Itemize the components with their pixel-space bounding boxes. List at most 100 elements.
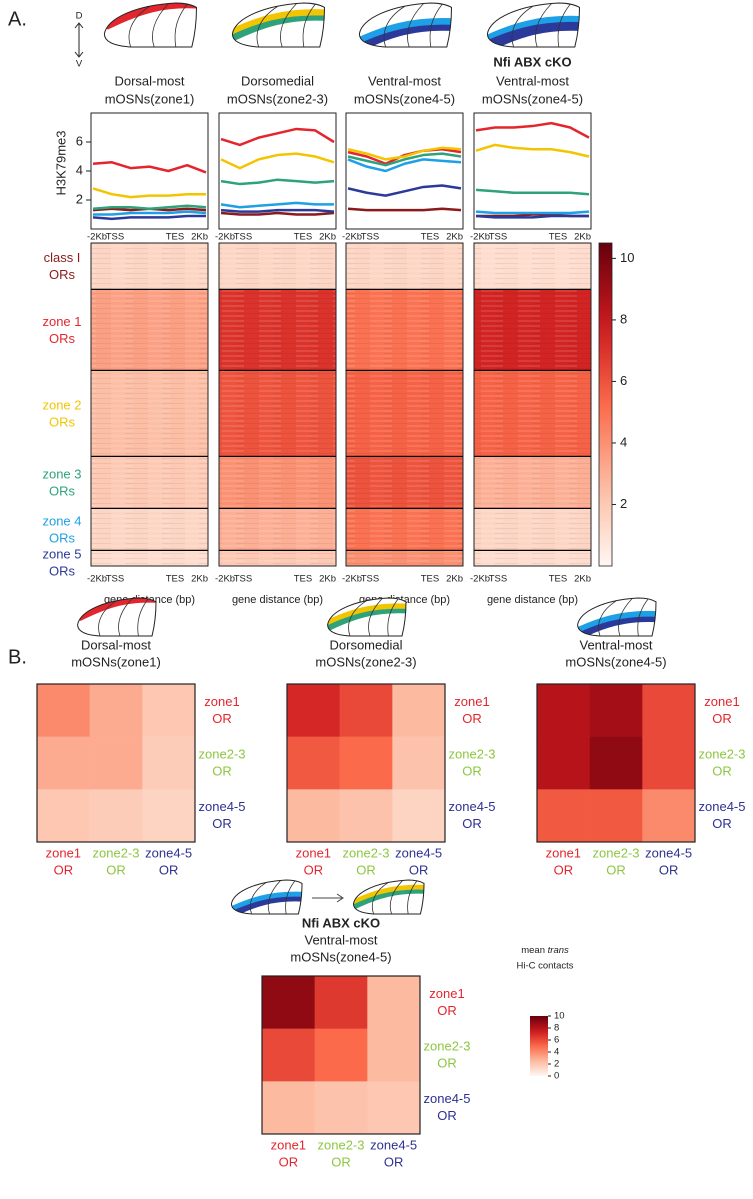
heatmap-frame <box>90 242 209 567</box>
y-tick-label: 2 <box>76 191 83 206</box>
map-title: mOSNs(zone1) <box>71 654 161 669</box>
col-label: zone2-3 <box>93 845 140 860</box>
col-label: OR <box>159 862 179 877</box>
profile-x-tick-label: TES <box>294 232 312 243</box>
row-label: OR <box>437 1108 457 1123</box>
heatmap-texture <box>346 290 463 371</box>
contact-cell <box>642 684 696 737</box>
profile-line <box>347 146 462 161</box>
map-title: Nfi ABX cKO <box>302 915 380 930</box>
map-frame <box>286 683 446 843</box>
cartoon-division <box>99 601 116 636</box>
profile-x-tick-label: 2Kb <box>319 232 336 243</box>
cartoon-outline <box>487 3 579 47</box>
profile-line <box>220 152 335 170</box>
heatmap-texture <box>346 509 463 551</box>
map-title: Dorsomedial <box>330 637 403 652</box>
contact-cell <box>367 976 421 1029</box>
col-label: zone2-3 <box>318 1137 365 1152</box>
row-label: zone 5 <box>42 546 81 561</box>
profile-line <box>92 161 207 174</box>
heatmap-texture <box>91 457 208 509</box>
colorbar-tick-label: 4 <box>620 434 627 449</box>
map-title: mOSNs(zone4-5) <box>565 654 666 669</box>
cartoon-band <box>353 889 425 911</box>
cartoon-band <box>327 608 407 633</box>
row-label: OR <box>437 1003 457 1018</box>
profile-x-tick-label: TES <box>166 232 184 243</box>
contact-cell <box>642 736 696 790</box>
contact-cell <box>287 736 340 790</box>
heatmap-x-tick-label: -2Kb <box>470 574 490 585</box>
cartoon-division <box>638 599 648 636</box>
cartoon-band <box>487 15 580 46</box>
epithelium-cartoon <box>72 597 160 636</box>
cartoon-division <box>250 883 266 914</box>
profile-x-tick-label: 2Kb <box>574 232 591 243</box>
contact-cell <box>37 789 90 843</box>
col-label: zone1 <box>271 1137 306 1152</box>
colorbar-title: Hi-C contacts <box>516 961 573 972</box>
row-label: zone2-3 <box>424 1038 471 1053</box>
y-axis-title: H3K79me3 <box>53 130 68 195</box>
heatmap-texture <box>474 457 591 509</box>
contact-cell <box>314 1081 368 1135</box>
row-label: zone 1 <box>42 314 81 329</box>
heatmap-texture <box>91 509 208 551</box>
heatmap-x-tick-label: TSS <box>234 574 252 585</box>
row-label: zone2-3 <box>199 746 246 761</box>
row-label: zone1 <box>429 986 464 1001</box>
x-axis-title: gene distance (bp) <box>232 594 323 606</box>
row-label: OR <box>212 816 232 831</box>
heatmap-x-tick-label: 2Kb <box>191 574 208 585</box>
colorbar <box>598 242 613 567</box>
row-label: ORs <box>49 267 76 282</box>
cartoon-division <box>599 601 616 636</box>
profile-line <box>220 208 335 213</box>
colorbar-title-part: mean <box>521 945 547 956</box>
contact-cell <box>537 736 590 790</box>
epithelium-cartoon <box>348 880 427 914</box>
cartoon-outline <box>359 3 451 47</box>
epithelium-cartoon <box>322 598 410 636</box>
row-label: zone 3 <box>42 466 81 481</box>
cartoon-band <box>327 603 407 628</box>
profile-line <box>475 210 590 215</box>
row-label: zone1 <box>204 694 239 709</box>
cartoon-outline <box>353 880 424 914</box>
contact-cell <box>589 736 643 790</box>
colorbar-tick-label: 10 <box>554 1011 565 1022</box>
col-label: OR <box>106 862 126 877</box>
profile-x-tick-label: -2Kb <box>87 232 107 243</box>
profile-line <box>93 210 207 216</box>
heatmap-x-tick-label: 2Kb <box>574 574 591 585</box>
contact-cell <box>367 1081 421 1135</box>
profile-line <box>92 214 206 221</box>
row-label: zone4-5 <box>199 799 246 814</box>
heatmap-texture <box>91 243 208 290</box>
profile-x-tick-label: TES <box>549 232 567 243</box>
contact-cell <box>89 736 143 790</box>
map-frame <box>261 975 421 1135</box>
cartoon-division <box>119 599 133 636</box>
colorbar-tick-label: 6 <box>554 1035 559 1046</box>
profile-line <box>347 152 462 167</box>
row-label: zone1 <box>454 694 489 709</box>
cartoon-division <box>303 4 315 47</box>
heatmap-frame <box>218 242 337 567</box>
cartoon-division <box>407 4 423 47</box>
column-title: Ventral-most <box>368 73 441 88</box>
heatmap-frame <box>473 242 592 567</box>
contact-cell <box>142 789 196 843</box>
map-title: Dorsal-most <box>81 637 151 652</box>
col-label: zone2-3 <box>593 845 640 860</box>
contact-cell <box>142 684 196 737</box>
profile-x-tick-label: TSS <box>361 232 379 243</box>
heatmap-texture <box>219 243 336 290</box>
column-title: mOSNs(zone1) <box>105 91 195 106</box>
cartoon-division <box>408 881 417 914</box>
heatmap-x-tick-label: TSS <box>361 574 379 585</box>
profile-line <box>220 211 335 216</box>
heatmap-x-tick-label: TES <box>166 574 184 585</box>
heatmap-x-tick-label: -2Kb <box>342 574 362 585</box>
